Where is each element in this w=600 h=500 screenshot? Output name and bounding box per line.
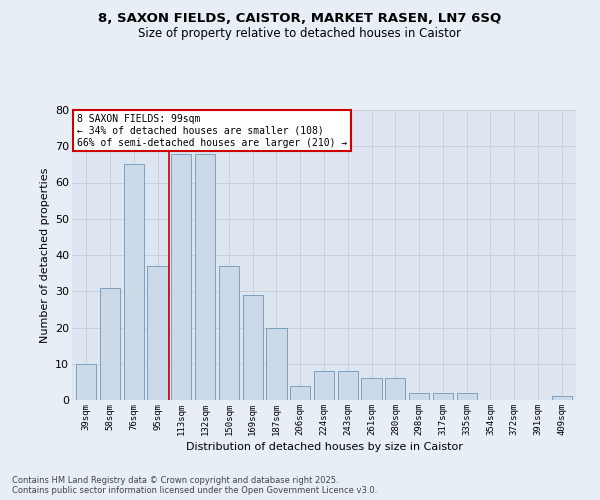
Text: 8 SAXON FIELDS: 99sqm
← 34% of detached houses are smaller (108)
66% of semi-det: 8 SAXON FIELDS: 99sqm ← 34% of detached … — [77, 114, 347, 148]
Bar — [314, 371, 334, 400]
X-axis label: Distribution of detached houses by size in Caistor: Distribution of detached houses by size … — [185, 442, 463, 452]
Bar — [266, 328, 287, 400]
Bar — [219, 266, 239, 400]
Bar — [290, 386, 310, 400]
Bar — [385, 378, 406, 400]
Text: Contains HM Land Registry data © Crown copyright and database right 2025.
Contai: Contains HM Land Registry data © Crown c… — [12, 476, 377, 495]
Bar — [148, 266, 167, 400]
Bar — [124, 164, 144, 400]
Bar — [361, 378, 382, 400]
Bar — [409, 393, 429, 400]
Y-axis label: Number of detached properties: Number of detached properties — [40, 168, 50, 342]
Bar — [551, 396, 572, 400]
Bar — [242, 295, 263, 400]
Bar — [171, 154, 191, 400]
Bar — [457, 393, 477, 400]
Bar — [100, 288, 120, 400]
Text: 8, SAXON FIELDS, CAISTOR, MARKET RASEN, LN7 6SQ: 8, SAXON FIELDS, CAISTOR, MARKET RASEN, … — [98, 12, 502, 26]
Bar — [195, 154, 215, 400]
Bar — [338, 371, 358, 400]
Bar — [76, 364, 97, 400]
Bar — [433, 393, 453, 400]
Text: Size of property relative to detached houses in Caistor: Size of property relative to detached ho… — [139, 28, 461, 40]
